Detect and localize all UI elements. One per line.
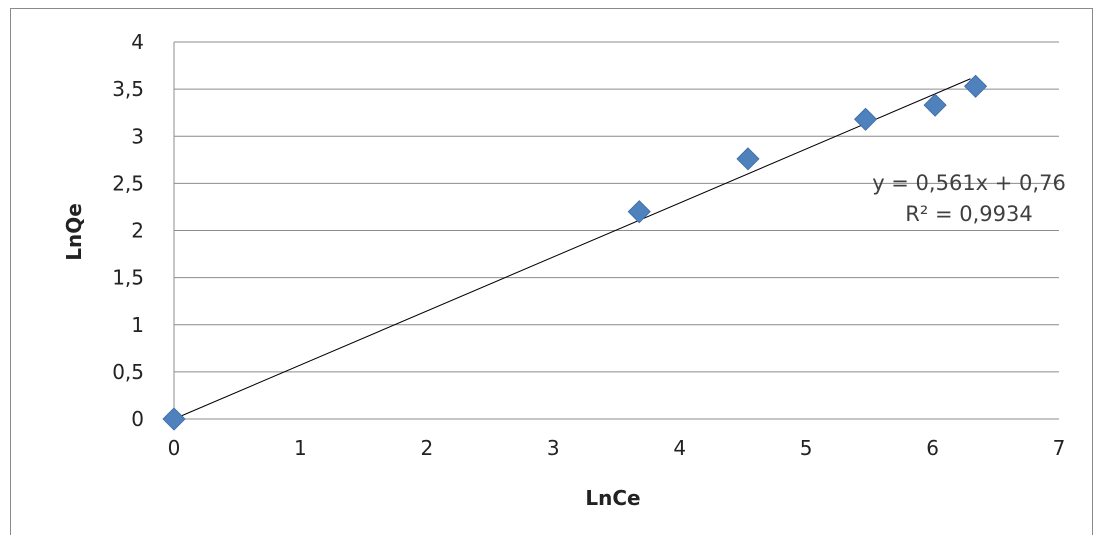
y-tick-label: 0,5 [112,360,144,384]
data-point-marker [627,200,651,224]
data-point-marker [736,147,760,171]
scatter-chart: 0 0,5 1 1,5 2 2,5 3 3,5 4 0 1 2 3 4 5 6 7 y = 0,561x + 0… [62,30,1066,510]
y-tick-label: 2,5 [112,171,144,195]
y-axis-title: LnQe [62,203,86,261]
x-axis-title: LnCe [585,486,640,510]
trendline-r-squared: R² = 0,9934 [905,202,1032,226]
x-tick-label: 5 [800,436,813,460]
y-tick-label: 0 [131,407,144,431]
trendline-equation: y = 0,561x + 0,76 [872,171,1066,195]
y-tick-label: 3 [131,124,144,148]
data-point-marker [162,407,186,431]
chart-frame: 0 0,5 1 1,5 2 2,5 3 3,5 4 0 1 2 3 4 5 6 7 y = 0,561x + 0… [10,8,1093,535]
trendline [173,78,971,420]
x-tick-label: 1 [294,436,307,460]
tick-labels: 0 0,5 1 1,5 2 2,5 3 3,5 4 0 1 2 3 4 5 6 7 [112,30,1065,460]
data-point-marker [853,107,878,131]
data-point-marker [963,74,988,98]
y-tick-label: 2 [131,219,144,243]
y-tick-label: 4 [131,30,144,54]
axes [173,42,1059,420]
y-tick-label: 3,5 [112,77,144,101]
x-tick-label: 0 [168,436,181,460]
trendline-line [173,78,971,420]
grid-lines [174,41,1059,373]
figure-caption-clipped [0,0,1095,5]
x-tick-label: 4 [673,436,686,460]
data-points [162,74,988,431]
x-tick-label: 2 [420,436,433,460]
y-tick-label: 1 [131,313,144,337]
data-point-marker [923,93,947,117]
x-tick-label: 6 [926,436,939,460]
y-tick-label: 1,5 [112,266,144,290]
x-tick-label: 3 [547,436,560,460]
x-tick-label: 7 [1053,436,1066,460]
